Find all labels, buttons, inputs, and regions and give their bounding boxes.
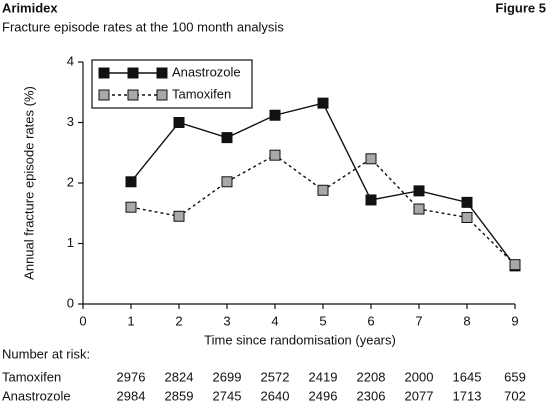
chart-subtitle: Fracture episode rates at the 100 month …: [2, 19, 284, 34]
risk-value: 2640: [261, 388, 290, 403]
y-tick-label: 4: [67, 53, 74, 68]
marker: [269, 109, 281, 121]
risk-value: 2419: [309, 369, 338, 384]
legend-marker: [98, 67, 110, 79]
x-tick-label: 4: [271, 313, 278, 328]
legend-marker: [156, 89, 168, 101]
x-axis-label: Time since randomisation (years): [204, 332, 396, 347]
marker: [221, 132, 233, 144]
x-tick-label: 0: [79, 313, 86, 328]
marker: [173, 117, 185, 128]
risk-value: 2976: [117, 369, 146, 384]
marker: [269, 149, 281, 161]
marker: [365, 153, 377, 165]
marker: [221, 176, 233, 188]
x-tick-label: 1: [127, 313, 134, 328]
legend-marker: [98, 89, 110, 101]
marker: [461, 211, 473, 223]
y-tick-label: 1: [67, 235, 74, 250]
y-tick-label: 3: [67, 114, 74, 129]
risk-value: 1713: [453, 388, 482, 403]
risk-value: 2208: [357, 369, 386, 384]
risk-value: 1645: [453, 369, 482, 384]
y-tick-label: 0: [67, 295, 74, 310]
x-tick-label: 3: [223, 313, 230, 328]
figure-label: Figure 5: [495, 0, 546, 15]
risk-value: 2496: [309, 388, 338, 403]
legend-marker: [127, 67, 139, 79]
x-tick-label: 6: [367, 313, 374, 328]
legend-marker: [156, 67, 168, 79]
series-line: [130, 154, 516, 266]
legend-label: Anastrozole: [172, 64, 241, 79]
marker: [173, 210, 185, 222]
x-tick-label: 9: [511, 313, 518, 328]
marker: [461, 196, 473, 208]
marker: [413, 203, 425, 215]
risk-value: 2984: [117, 388, 146, 403]
risk-value: 2077: [405, 388, 434, 403]
marker: [509, 259, 521, 271]
risk-row-label: Anastrozole: [2, 388, 71, 403]
legend-marker: [127, 89, 139, 101]
risk-value: 2824: [165, 369, 194, 384]
y-axis-label: Annual fracture episode rates (%): [21, 86, 36, 280]
marker: [125, 176, 137, 188]
risk-value: 2745: [213, 388, 242, 403]
x-tick-label: 5: [319, 313, 326, 328]
risk-row-label: Tamoxifen: [2, 369, 61, 384]
y-tick-label: 2: [67, 174, 74, 189]
x-tick-label: 7: [415, 313, 422, 328]
legend-box: [91, 59, 253, 109]
marker: [125, 201, 137, 213]
chart-title: Arimidex: [2, 0, 58, 15]
risk-title: Number at risk:: [2, 346, 90, 361]
marker: [365, 194, 377, 206]
risk-value: 659: [504, 369, 526, 384]
marker: [317, 184, 329, 196]
x-tick-label: 8: [463, 313, 470, 328]
risk-value: 2000: [405, 369, 434, 384]
risk-value: 2859: [165, 388, 194, 403]
x-tick-label: 2: [175, 313, 182, 328]
marker: [317, 97, 329, 109]
risk-value: 702: [504, 388, 526, 403]
legend-label: Tamoxifen: [172, 86, 231, 101]
series-line: [130, 102, 516, 267]
marker: [413, 185, 425, 197]
risk-value: 2306: [357, 388, 386, 403]
risk-value: 2572: [261, 369, 290, 384]
risk-value: 2699: [213, 369, 242, 384]
